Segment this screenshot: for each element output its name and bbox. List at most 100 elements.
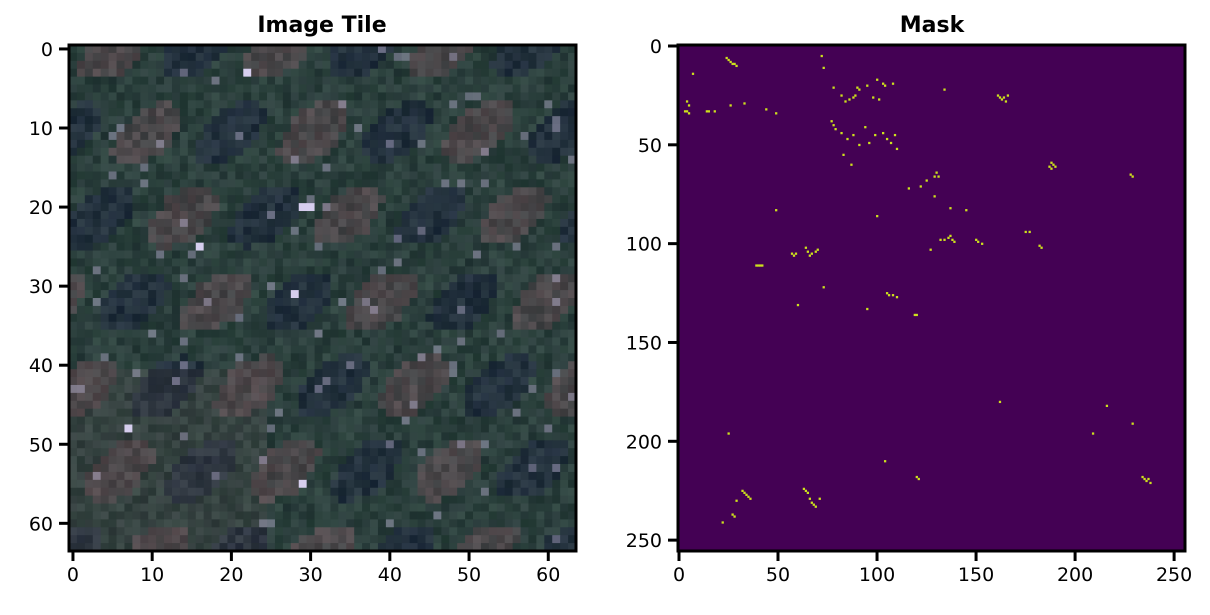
image-pixel [219,392,228,402]
image-pixel [156,519,165,528]
image-pixel [211,321,220,331]
image-pixel [195,100,205,109]
image-pixel [488,495,498,504]
image-pixel [560,543,569,552]
image-pixel [457,479,466,489]
image-pixel [108,187,117,196]
image-pixel [243,448,252,457]
image-pixel [385,511,395,520]
image-pixel [417,76,426,85]
image-pixel [116,116,125,125]
image-pixel [219,495,228,504]
image-pixel [187,116,197,125]
image-pixel [235,60,244,70]
image-pixel [227,203,236,212]
image-pixel [441,274,450,283]
image-pixel [140,250,149,259]
image-pixel [148,392,157,402]
image-pixel [536,345,545,354]
image-pixel [385,84,395,93]
image-pixel [195,329,205,338]
image-pixel [235,479,244,489]
image-pixel [298,305,308,315]
image-pixel [314,321,323,331]
image-pixel [465,392,474,402]
image-pixel [164,361,173,370]
image-pixel [116,52,125,62]
image-pixel [409,305,418,315]
image-pixel [259,519,268,528]
image-pixel [314,416,323,425]
image-pixel [504,76,514,85]
image-pixel [140,211,149,220]
image-pixel [385,543,395,552]
image-pixel [116,187,125,196]
image-pixel [195,242,205,251]
image-pixel [290,392,300,402]
image-pixel [512,163,521,172]
image-pixel [480,124,490,133]
image-pixel [251,68,260,78]
image-pixel [100,543,110,552]
image-pixel [124,52,133,62]
image-pixel [84,400,94,410]
image-pixel [116,392,125,402]
mask-positive-pixel [876,214,879,218]
image-pixel [377,218,387,228]
image-pixel [124,100,133,109]
image-pixel [187,353,197,362]
image-pixel [433,329,442,338]
image-pixel [544,116,553,125]
image-pixel [243,495,252,504]
image-pixel [274,487,284,497]
image-pixel [140,84,149,93]
image-pixel [409,203,418,212]
image-pixel [401,187,411,196]
image-pixel [488,203,498,212]
image-pixel [124,353,133,362]
image-pixel [267,100,276,109]
image-pixel [338,195,347,204]
image-pixel [528,440,537,449]
image-pixel [164,60,173,70]
image-pixel [211,139,220,149]
image-pixel [330,495,339,504]
mask-positive-pixel [814,505,817,508]
image-pixel [195,171,205,180]
image-pixel [116,147,125,157]
image-pixel [267,218,276,228]
image-pixel [251,274,260,283]
image-pixel [401,76,411,85]
image-pixel [76,124,86,133]
image-pixel [504,100,514,109]
image-pixel [251,464,260,473]
image-pixel [251,408,260,417]
image-pixel [148,282,157,291]
image-pixel [306,250,315,259]
image-pixel [409,242,418,251]
image-pixel [504,487,514,497]
image-pixel [362,187,371,196]
image-pixel [148,543,157,552]
image-pixel [251,234,260,244]
image-pixel [552,68,561,78]
image-pixel [560,282,569,291]
image-pixel [465,345,474,354]
image-pixel [211,68,220,78]
image-pixel [354,464,363,473]
image-pixel [354,408,363,417]
image-pixel [409,163,418,172]
image-pixel [465,163,474,172]
image-pixel [187,139,197,149]
image-pixel [480,100,490,109]
mask-positive-pixel [822,66,825,70]
image-pixel [385,282,395,291]
image-pixel [504,361,514,370]
image-pixel [346,503,355,512]
image-pixel [116,408,125,417]
image-pixel [560,203,569,212]
image-pixel [290,52,300,62]
image-pixel [132,353,141,362]
image-pixel [354,274,363,283]
image-pixel [370,171,379,180]
